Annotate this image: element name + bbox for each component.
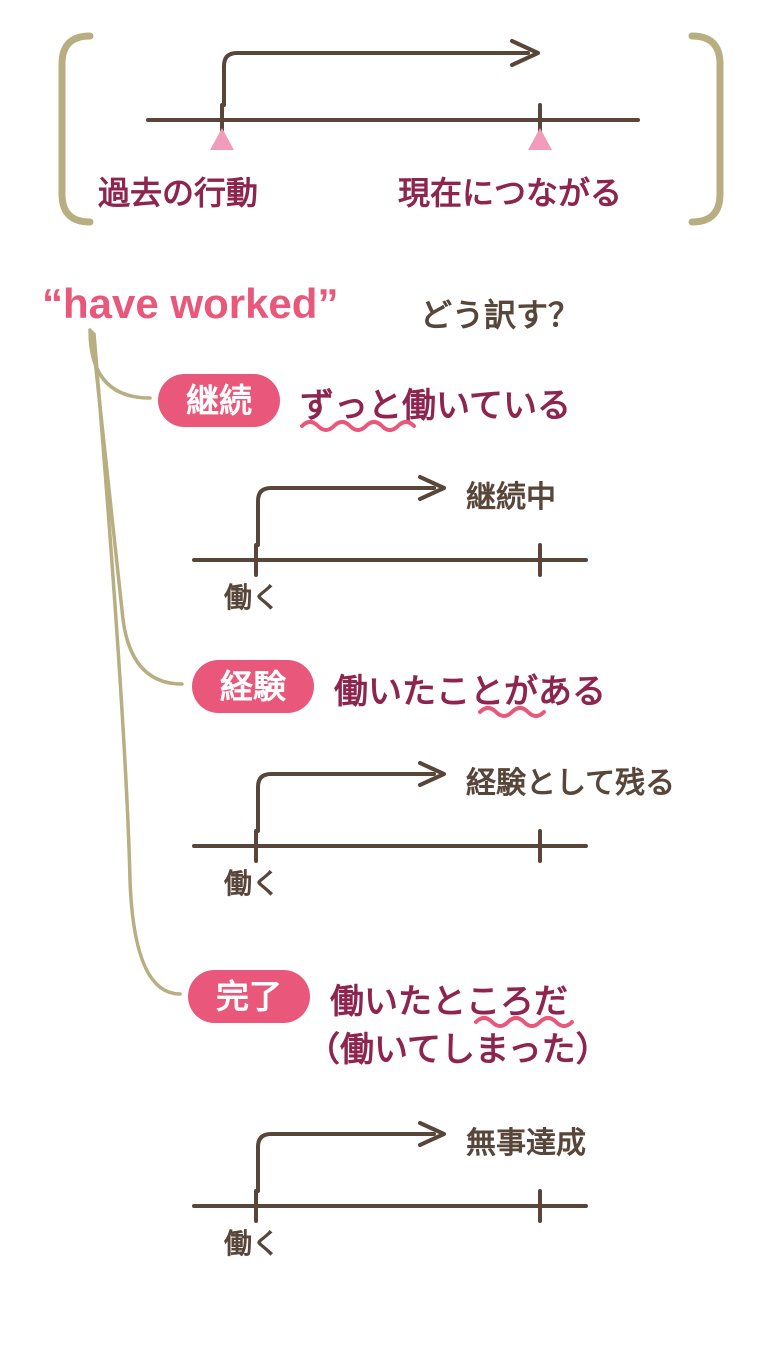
item1-bottom-label: 働く — [224, 576, 280, 616]
item2-bottom-label: 働く — [224, 862, 280, 902]
pill-keizoku: 継続 — [158, 374, 280, 427]
item3-title2: （働いてしまった） — [306, 1022, 610, 1071]
item1-arrow-label: 継続中 — [466, 472, 556, 516]
item3-bottom-label: 働く — [224, 1222, 280, 1262]
pill-kanryou: 完了 — [188, 970, 310, 1023]
item1-timeline-svg — [0, 450, 768, 630]
item3-arrow-label: 無事達成 — [466, 1118, 586, 1162]
diagram-canvas: 過去の行動 現在につながる “have worked” どう訳す？ 継続 ずっと… — [0, 0, 768, 1360]
item1-wavy — [300, 418, 430, 438]
item3-timeline-svg — [0, 1096, 768, 1276]
pill-keiken: 経験 — [192, 660, 314, 713]
item2-arrow-label: 経験として残る — [466, 758, 675, 802]
item2-wavy — [478, 704, 568, 724]
